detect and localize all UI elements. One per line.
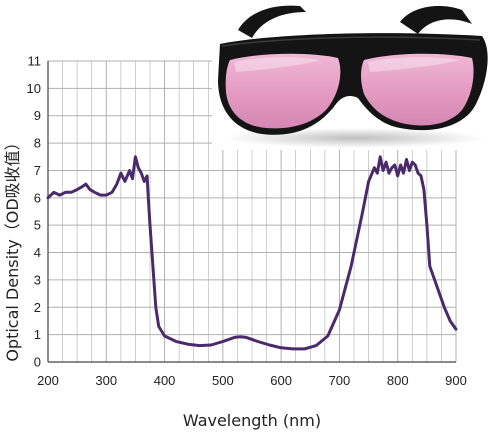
x-axis-label: Wavelength (nm): [183, 411, 321, 430]
x-tick-label: 500: [212, 373, 234, 388]
x-tick-labels: 200 300 400 500 600 700 800 900: [37, 373, 467, 388]
glasses-image: [212, 0, 500, 150]
y-tick-labels: 0 1 2 3 4 5 6 7 8 9 10 11: [27, 54, 41, 370]
y-tick-label: 8: [34, 136, 41, 151]
x-tick-label: 900: [445, 373, 467, 388]
y-tick-label: 6: [34, 190, 41, 205]
y-tick-label: 10: [27, 81, 41, 96]
y-tick-label: 0: [34, 355, 41, 370]
x-tick-label: 700: [329, 373, 351, 388]
y-tick-label: 5: [34, 218, 41, 233]
y-tick-label: 11: [28, 54, 42, 69]
y-tick-label: 4: [34, 245, 41, 260]
y-tick-label: 9: [34, 108, 41, 123]
x-tick-label: 200: [37, 373, 59, 388]
y-tick-label: 2: [34, 300, 41, 315]
x-tick-label: 400: [154, 373, 176, 388]
y-axis-label: Optical Density（OD吸收值）: [3, 134, 22, 361]
axes: [47, 61, 456, 363]
y-tick-label: 7: [34, 163, 41, 178]
x-tick-label: 600: [270, 373, 292, 388]
series-line: [46, 155, 458, 351]
x-tick-label: 800: [387, 373, 409, 388]
y-tick-label: 1: [34, 327, 41, 342]
x-tick-label: 300: [95, 373, 117, 388]
y-tick-label: 3: [34, 272, 41, 287]
